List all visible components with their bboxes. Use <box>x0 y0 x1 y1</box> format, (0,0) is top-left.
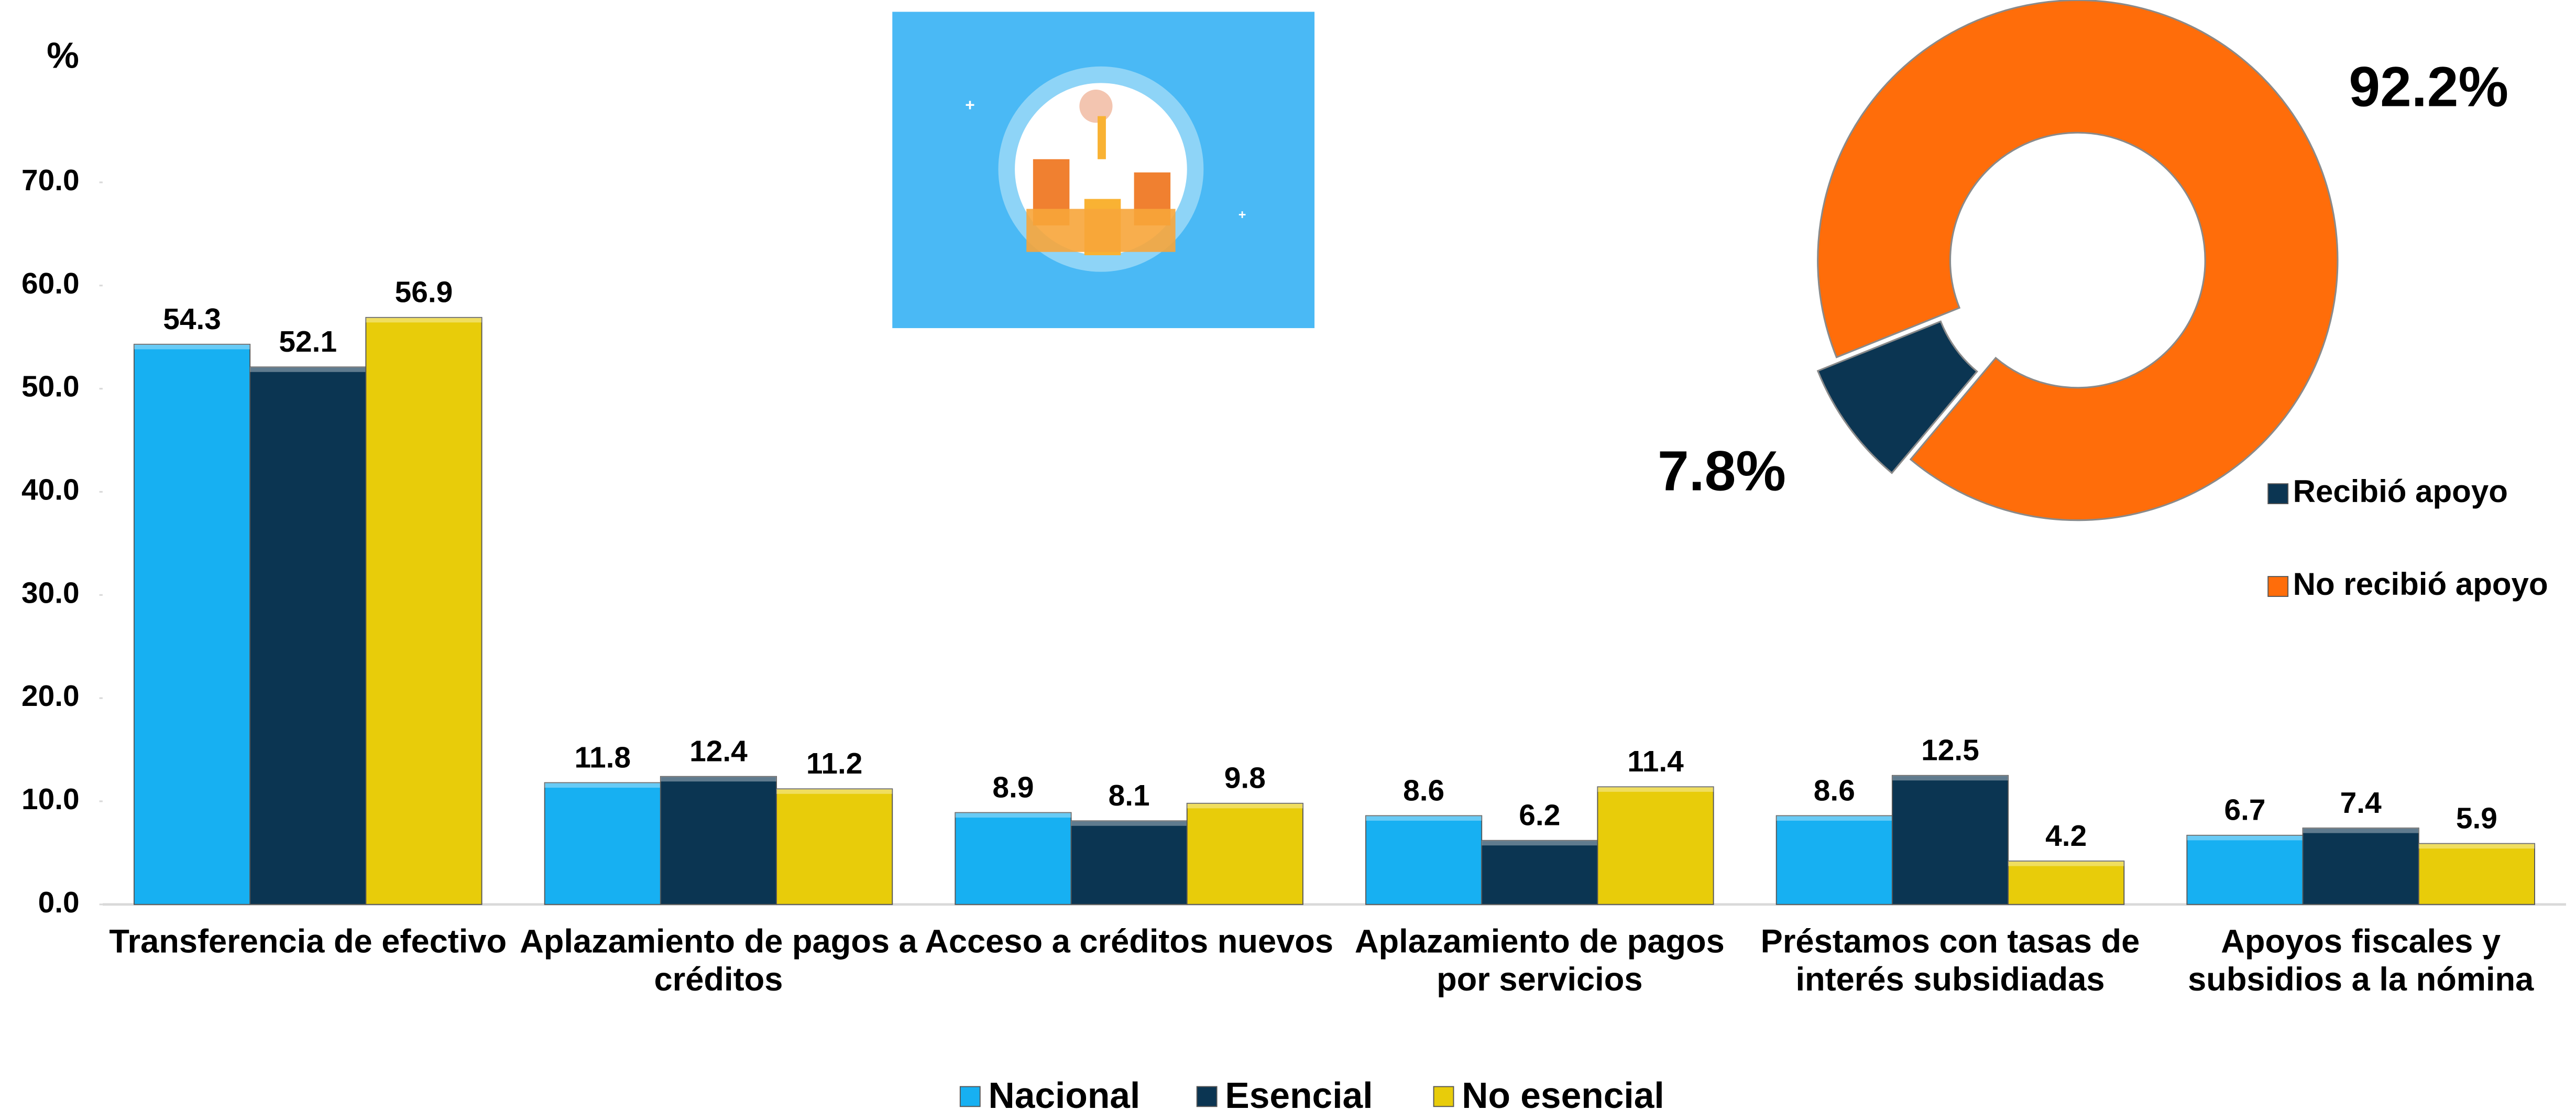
x-tick-label-text: Aplazamiento de pagos a créditos <box>507 924 930 1000</box>
x-tick-label-text: Apoyos fiscales y subsidios a la nómina <box>2149 924 2573 1000</box>
y-tick-label: 10.0 <box>21 783 80 816</box>
bar <box>2187 835 2303 905</box>
y-tick-label: 40.0 <box>21 473 80 506</box>
data-label: 6.2 <box>1519 799 1560 832</box>
data-label: 6.7 <box>2224 794 2265 827</box>
x-tick-label: Transferencia de efectivo <box>96 924 520 1024</box>
bar-highlight <box>1366 815 1482 820</box>
y-tick-label: 70.0 <box>21 164 80 197</box>
data-label: 7.4 <box>2340 787 2382 820</box>
data-label: 12.4 <box>689 735 748 768</box>
bar <box>2008 861 2124 905</box>
bar <box>134 344 250 905</box>
data-label: 5.9 <box>2456 802 2497 835</box>
bar-highlight <box>1777 815 1892 820</box>
data-label: 11.2 <box>806 747 863 780</box>
x-tick-label-text: Transferencia de efectivo <box>96 924 520 963</box>
y-tick-label: 50.0 <box>21 371 80 404</box>
bar <box>776 789 892 904</box>
bar-highlight <box>2303 828 2419 833</box>
data-label: 8.1 <box>1109 779 1150 812</box>
bar-highlight <box>545 783 661 788</box>
y-tick-label: 0.0 <box>38 886 80 919</box>
bar-highlight <box>776 789 892 793</box>
x-tick-label-text: Acceso a créditos nuevos <box>917 924 1341 963</box>
data-label: 9.8 <box>1224 762 1266 795</box>
bar <box>366 318 481 905</box>
bar-highlight <box>955 813 1071 818</box>
bar <box>1366 815 1482 904</box>
bar-highlight <box>366 318 481 322</box>
data-label: 8.6 <box>1814 774 1855 807</box>
bar-highlight <box>134 344 250 349</box>
svg-text:+: + <box>965 95 974 114</box>
bar-highlight <box>2008 861 2124 866</box>
legend-swatch <box>960 1086 980 1106</box>
legend-label: No recibió apoyo <box>2293 567 2548 602</box>
donut-value-label: 7.8% <box>1658 440 1786 503</box>
data-label: 54.3 <box>163 303 221 336</box>
bar <box>2419 844 2535 905</box>
data-label: 8.9 <box>992 771 1034 804</box>
legend-label: Nacional <box>989 1075 1141 1110</box>
donut-value-label: 92.2% <box>2349 56 2508 118</box>
legend-swatch <box>2268 576 2288 596</box>
x-tick-label: Aplazamiento de pagos por servicios <box>1328 924 1751 1024</box>
bar-highlight <box>661 777 776 781</box>
x-tick-label-text: Préstamos con tasas de interés subsidiad… <box>1738 924 2162 1000</box>
y-tick-label: 60.0 <box>21 267 80 300</box>
bar <box>545 783 661 905</box>
bar <box>250 367 366 904</box>
data-label: 12.5 <box>1921 734 1979 767</box>
data-label: 4.2 <box>2045 820 2087 853</box>
legend-swatch <box>1197 1086 1217 1106</box>
x-tick-label: Aplazamiento de pagos a créditos <box>507 924 930 1024</box>
x-tick-label-text: Aplazamiento de pagos por servicios <box>1328 924 1751 1000</box>
bar <box>1892 776 2008 905</box>
data-label: 11.8 <box>574 741 631 774</box>
bar-highlight <box>1071 821 1187 825</box>
bar <box>1597 787 1713 904</box>
bar-highlight <box>250 367 366 372</box>
bar-highlight <box>1597 787 1713 791</box>
data-label: 52.1 <box>279 325 337 358</box>
legend-label: Esencial <box>1225 1075 1373 1110</box>
x-tick-label: Préstamos con tasas de interés subsidiad… <box>1738 924 2162 1024</box>
bar <box>1071 821 1187 904</box>
data-label: 56.9 <box>395 276 453 309</box>
x-tick-label: Apoyos fiscales y subsidios a la nómina <box>2149 924 2573 1024</box>
legend-swatch <box>1434 1086 1454 1106</box>
data-label: 11.4 <box>1627 745 1684 778</box>
bar <box>1187 803 1303 905</box>
x-tick-label: Acceso a créditos nuevos <box>917 924 1341 1024</box>
data-label: 8.6 <box>1403 774 1444 807</box>
bar-highlight <box>1892 776 2008 780</box>
legend-swatch <box>2268 484 2288 504</box>
chart-page: + + % 0.0 10.0 20.0 30.0 40.0 50.0 60.0 70.0 Tran… <box>0 0 2576 1110</box>
bar-highlight <box>2419 844 2535 848</box>
legend-label: No esencial <box>1462 1075 1664 1110</box>
svg-text:+: + <box>1238 208 1246 222</box>
illustration: + + <box>892 12 1314 329</box>
y-tick-label: 20.0 <box>21 680 80 713</box>
y-axis-label: % <box>47 35 79 75</box>
y-tick-label: 30.0 <box>21 576 80 610</box>
legend-label: Recibió apoyo <box>2293 474 2508 509</box>
bar-highlight <box>1187 803 1303 808</box>
bar-highlight <box>2187 835 2303 840</box>
bar <box>661 777 776 905</box>
bar <box>1482 841 1597 905</box>
bar-highlight <box>1482 841 1597 845</box>
bar <box>2303 828 2419 905</box>
bar <box>1777 815 1892 904</box>
bar <box>955 813 1071 905</box>
